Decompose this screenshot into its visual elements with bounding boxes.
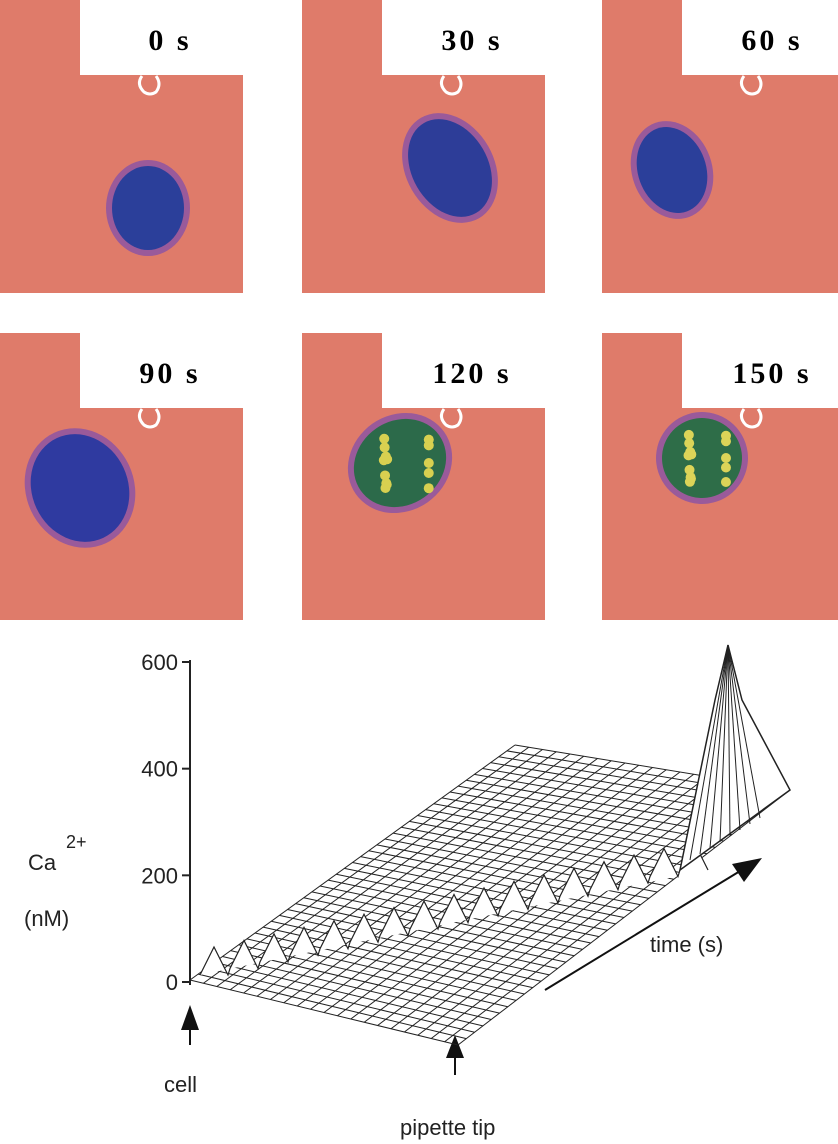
pipette <box>439 75 463 96</box>
calcium-spot <box>423 467 434 478</box>
panel-notch <box>80 0 243 75</box>
peak-line <box>699 644 729 855</box>
calcium-spot <box>683 429 694 440</box>
tip-label: pipette tip <box>400 1115 495 1140</box>
time-arrow-head <box>732 858 762 882</box>
mesh-line <box>404 780 736 1033</box>
y-tick-label: 200 <box>141 863 178 888</box>
cell-label: cell <box>164 1072 197 1097</box>
time-arrow <box>544 867 746 991</box>
calcium-spot <box>720 476 731 487</box>
peak-line <box>689 644 729 861</box>
peak-line <box>719 644 729 843</box>
calcium-spot <box>684 438 695 449</box>
panel-notch <box>382 0 545 75</box>
surface-plot: Ca 2+ (nM) time (s) cell pipette tip 0 20… <box>24 644 791 1140</box>
mesh-line <box>203 746 530 984</box>
y-label: Ca <box>28 850 57 875</box>
panel-label: 90 s <box>139 357 200 390</box>
calcium-spot <box>685 473 696 484</box>
panel-notch <box>80 333 243 408</box>
mesh-line <box>229 751 557 991</box>
calcium-spot <box>378 455 389 466</box>
cell <box>408 119 492 217</box>
panel: 150 s <box>602 333 838 620</box>
calcium-spot <box>379 433 390 444</box>
panel-notch <box>682 0 838 75</box>
mesh-line <box>457 789 791 1046</box>
pipette <box>439 408 463 429</box>
mesh-line <box>296 762 626 1007</box>
mesh-line <box>337 769 667 1017</box>
calcium-spot <box>720 462 731 473</box>
calcium-spot <box>683 450 694 461</box>
panel: 60 s <box>602 0 838 293</box>
panel-notch <box>382 333 545 408</box>
panel: 120 s <box>302 333 545 620</box>
panel: 90 s <box>0 333 243 620</box>
image-panels: 0 s 30 s 60 s 90 s 120 s 150 s <box>0 0 838 620</box>
calcium-spot <box>423 440 434 451</box>
cell <box>112 166 184 250</box>
surface-grid <box>189 644 791 1046</box>
panel-label: 150 s <box>732 357 811 390</box>
peak-line <box>709 644 729 849</box>
panel: 0 s <box>0 0 243 293</box>
cell <box>30 434 130 542</box>
calcium-spot <box>380 470 391 481</box>
y-tick-label: 400 <box>141 757 178 782</box>
panel-label: 30 s <box>441 24 502 57</box>
y-tick-label: 600 <box>141 650 178 675</box>
pipette <box>739 408 763 429</box>
calcium-spot <box>684 464 695 475</box>
calcium-spot <box>721 453 731 463</box>
mesh-line <box>270 758 598 1000</box>
mesh-line <box>256 755 585 997</box>
calcium-spot <box>423 458 434 468</box>
calcium-spot <box>720 436 731 447</box>
tip-arrow <box>446 1035 464 1058</box>
y-unit: (nM) <box>24 906 69 931</box>
ridge <box>199 840 709 977</box>
cell <box>353 418 447 508</box>
mesh-line <box>283 760 612 1004</box>
panel-notch <box>682 333 838 408</box>
cell-arrow <box>181 1005 199 1030</box>
mesh-line <box>323 767 653 1013</box>
panel-label: 60 s <box>741 24 802 57</box>
time-label: time (s) <box>650 932 723 957</box>
calcium-spot <box>379 442 390 453</box>
peak-line <box>727 644 761 819</box>
pipette <box>137 408 161 429</box>
panel-label: 120 s <box>432 357 511 390</box>
mesh-line <box>363 773 695 1023</box>
peak-line <box>727 644 751 825</box>
mesh-line <box>390 778 722 1030</box>
cell <box>636 127 708 213</box>
peak-line <box>727 644 731 837</box>
panel-label: 0 s <box>148 24 191 57</box>
calcium-spot <box>423 483 434 494</box>
panel: 30 s <box>302 0 545 293</box>
y-label-sup: 2+ <box>66 832 87 852</box>
calcium-spot <box>381 479 392 490</box>
mesh-line <box>310 764 640 1010</box>
pipette <box>137 75 161 96</box>
pipette <box>739 75 763 96</box>
peak-line <box>727 644 741 831</box>
y-tick-label: 0 <box>166 970 178 995</box>
